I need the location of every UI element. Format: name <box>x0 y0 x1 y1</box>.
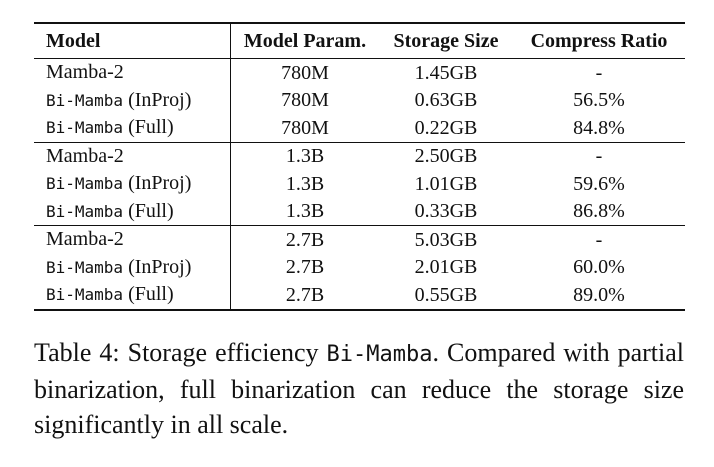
table-row: Bi-Mamba (InProj) 2.7B 2.01GB 60.0% <box>34 253 685 281</box>
cell-param: 2.7B <box>285 256 325 278</box>
cell-ratio: 86.8% <box>573 200 625 222</box>
cell-param: 1.3B <box>285 200 325 222</box>
table-row: Mamba-2 780M 1.45GB - <box>34 58 685 87</box>
cell-param: 1.3B <box>285 172 325 195</box>
cell-model: Bi-Mamba (InProj) <box>34 253 231 281</box>
cell-param: 2.7B <box>230 225 379 254</box>
cell-storage: 0.33GB <box>414 200 478 222</box>
table-row: Bi-Mamba (Full) 780M 0.22GB 84.8% <box>34 114 685 142</box>
cell-storage: 0.22GB <box>414 116 478 139</box>
header-storage-size: Storage Size <box>393 30 499 52</box>
cell-param: 780M <box>281 116 329 139</box>
table-group-1-3b: Mamba-2 1.3B 2.50GB - Bi-Mamba (InProj) … <box>34 141 685 226</box>
storage-efficiency-table-container: Model Model Param. Storage Size Compress… <box>34 22 685 311</box>
table-header: Model Model Param. Storage Size Compress… <box>34 23 685 59</box>
cell-model: Bi-Mamba (Full) <box>34 197 231 226</box>
cell-storage: 2.01GB <box>414 256 478 278</box>
cell-model: Mamba-2 <box>34 141 231 170</box>
table-row: Bi-Mamba (Full) 2.7B 0.55GB 89.0% <box>34 281 685 310</box>
cell-param: 2.7B <box>285 283 325 306</box>
cell-model: Mamba-2 <box>34 225 231 254</box>
caption-label: Table 4: <box>34 338 120 367</box>
cell-model: Bi-Mamba (Full) <box>34 281 231 310</box>
table-group-780m: Mamba-2 780M 1.45GB - Bi-Mamba (InProj) … <box>34 58 685 142</box>
caption-model-name: Bi-Mamba <box>326 342 433 367</box>
header-model-param: Model Param. <box>243 30 367 52</box>
cell-ratio: 60.0% <box>573 256 625 278</box>
cell-storage: 1.45GB <box>414 61 478 84</box>
cell-storage: 0.55GB <box>414 283 478 306</box>
table-group-2-7b: Mamba-2 2.7B 5.03GB - Bi-Mamba (InProj) … <box>34 225 685 310</box>
cell-param: 780M <box>281 61 329 84</box>
cell-storage: 2.50GB <box>379 141 513 170</box>
cell-model: Bi-Mamba (Full) <box>34 114 231 142</box>
header-row: Model Model Param. Storage Size Compress… <box>34 23 685 59</box>
cell-ratio: 89.0% <box>573 283 625 306</box>
table-row: Bi-Mamba (Full) 1.3B 0.33GB 86.8% <box>34 197 685 226</box>
table-caption: Table 4: Storage efficiency Bi-Mamba. Co… <box>34 335 684 442</box>
cell-ratio: 84.8% <box>573 116 625 139</box>
cell-ratio: - <box>513 225 685 254</box>
cell-storage: 0.63GB <box>414 89 478 111</box>
header-compress-ratio: Compress Ratio <box>530 30 668 52</box>
cell-ratio: - <box>595 61 603 84</box>
storage-efficiency-table: Model Model Param. Storage Size Compress… <box>34 22 685 311</box>
cell-model: Mamba-2 <box>34 58 231 87</box>
cell-model: Bi-Mamba (InProj) <box>34 86 231 114</box>
cell-storage: 1.01GB <box>414 172 478 195</box>
cell-model: Bi-Mamba (InProj) <box>34 170 231 198</box>
cell-storage: 5.03GB <box>379 225 513 254</box>
cell-ratio: 59.6% <box>573 172 625 195</box>
cell-ratio: - <box>513 141 685 170</box>
header-model: Model <box>34 23 231 59</box>
table-row: Bi-Mamba (InProj) 780M 0.63GB 56.5% <box>34 86 685 114</box>
cell-ratio: 56.5% <box>573 89 625 111</box>
table-row: Mamba-2 1.3B 2.50GB - <box>34 141 685 170</box>
table-row: Bi-Mamba (InProj) 1.3B 1.01GB 59.6% <box>34 170 685 198</box>
table-row: Mamba-2 2.7B 5.03GB - <box>34 225 685 254</box>
caption-text-before: Storage efficiency <box>119 338 327 367</box>
cell-param: 780M <box>281 89 329 111</box>
cell-param: 1.3B <box>230 141 379 170</box>
caption-text-after: . Compared with partial binarization, fu… <box>34 338 684 439</box>
